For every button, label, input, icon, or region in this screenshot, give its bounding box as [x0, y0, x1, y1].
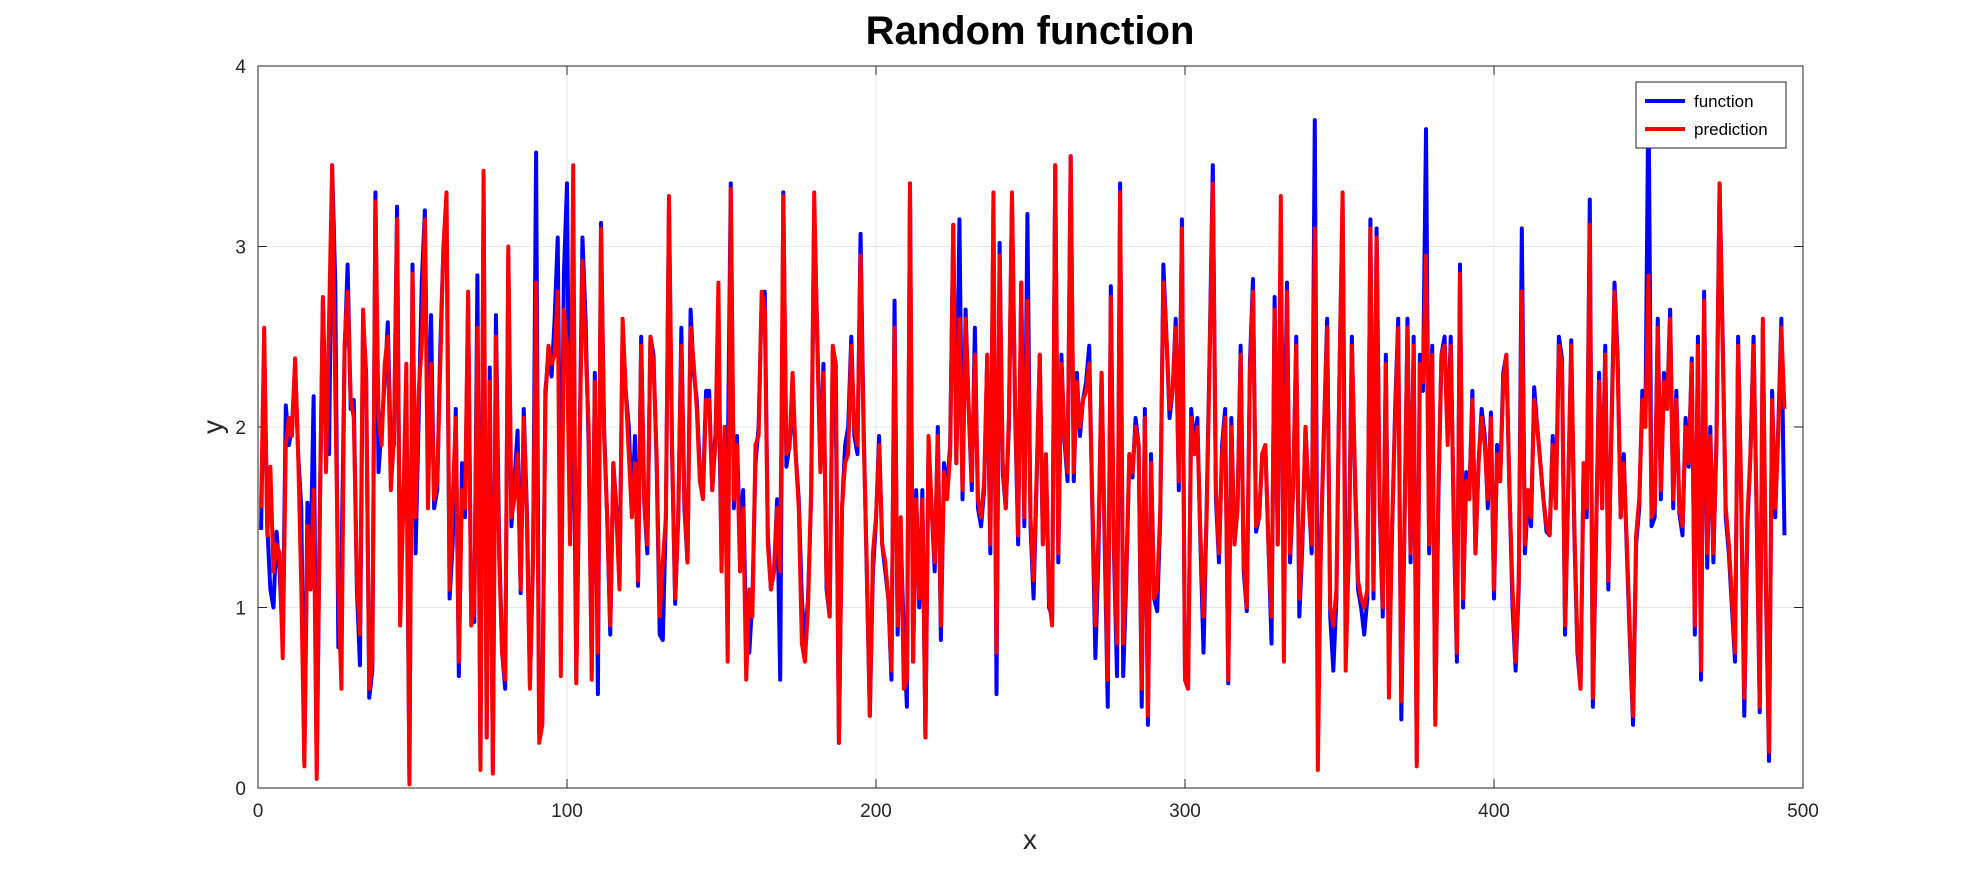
legend-box — [1635, 81, 1787, 149]
y-axis-label: y — [197, 420, 228, 434]
series-prediction-line — [259, 154, 1787, 787]
legend[interactable]: function prediction — [1635, 81, 1787, 149]
x-tick-label-1: 100 — [551, 801, 583, 822]
y-tick-label-0: 0 — [235, 779, 246, 800]
x-axis-label: x — [1023, 824, 1037, 855]
plot-area — [259, 82, 1787, 787]
chart-title: Random function — [866, 9, 1195, 53]
y-tick-label-2: 2 — [235, 418, 246, 439]
x-tick-label-5: 500 — [1787, 801, 1819, 822]
x-tick-label-4: 400 — [1478, 801, 1510, 822]
y-tick-label-1: 1 — [235, 599, 246, 620]
legend-label-function: function — [1694, 92, 1754, 111]
x-tick-label-3: 300 — [1169, 801, 1201, 822]
x-tick-label-0: 0 — [253, 801, 264, 822]
ticks: 0 100 200 300 400 500 0 1 2 3 4 — [235, 57, 1818, 822]
y-tick-label-4: 4 — [235, 57, 246, 78]
y-tick-label-3: 3 — [235, 238, 246, 259]
x-tick-label-2: 200 — [860, 801, 892, 822]
legend-label-prediction: prediction — [1694, 120, 1768, 139]
